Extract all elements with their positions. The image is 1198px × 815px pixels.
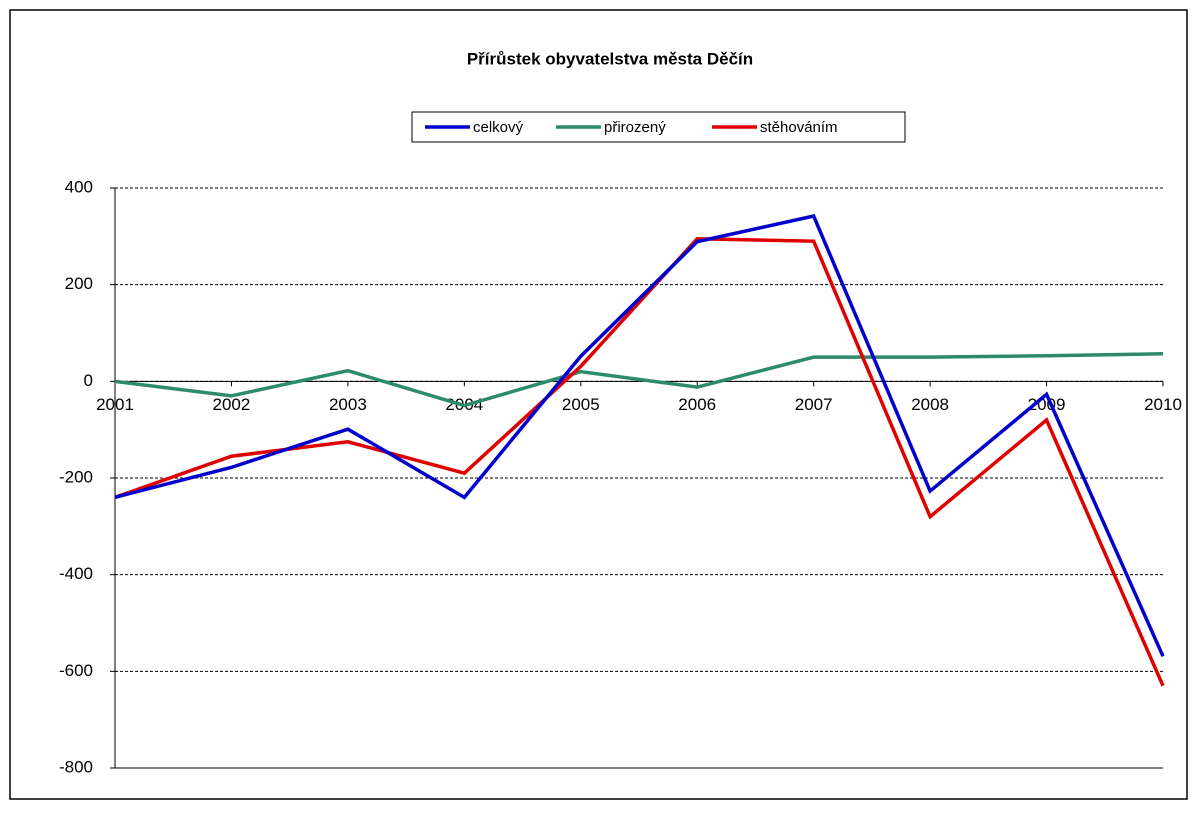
legend-label: přirozený [604,119,666,136]
series-line [114,352,1164,408]
legend-box [411,111,906,143]
y-tick-label: 400 [65,177,93,196]
x-tick-label: 2002 [213,395,251,414]
x-tick-label: 2003 [329,395,367,414]
legend-label: celkový [473,119,524,136]
x-tick-label: 2007 [795,395,833,414]
x-tick-label: 2008 [911,395,949,414]
legend-label: stěhováním [760,119,838,136]
x-tick-label: 2001 [96,395,134,414]
y-tick-label: -600 [59,661,93,680]
series-line [114,214,1165,658]
x-tick-label: 2009 [1028,395,1066,414]
y-tick-label: 0 [84,371,93,390]
y-tick-label: -800 [59,757,93,776]
y-tick-label: -200 [59,467,93,486]
x-tick-label: 2005 [562,395,600,414]
y-tick-label: 200 [65,274,93,293]
x-tick-label: 2010 [1144,395,1182,414]
x-tick-label: 2006 [678,395,716,414]
chart-title: Přírůstek obyvatelstva města Děčín [467,49,753,68]
y-tick-label: -400 [59,564,93,583]
